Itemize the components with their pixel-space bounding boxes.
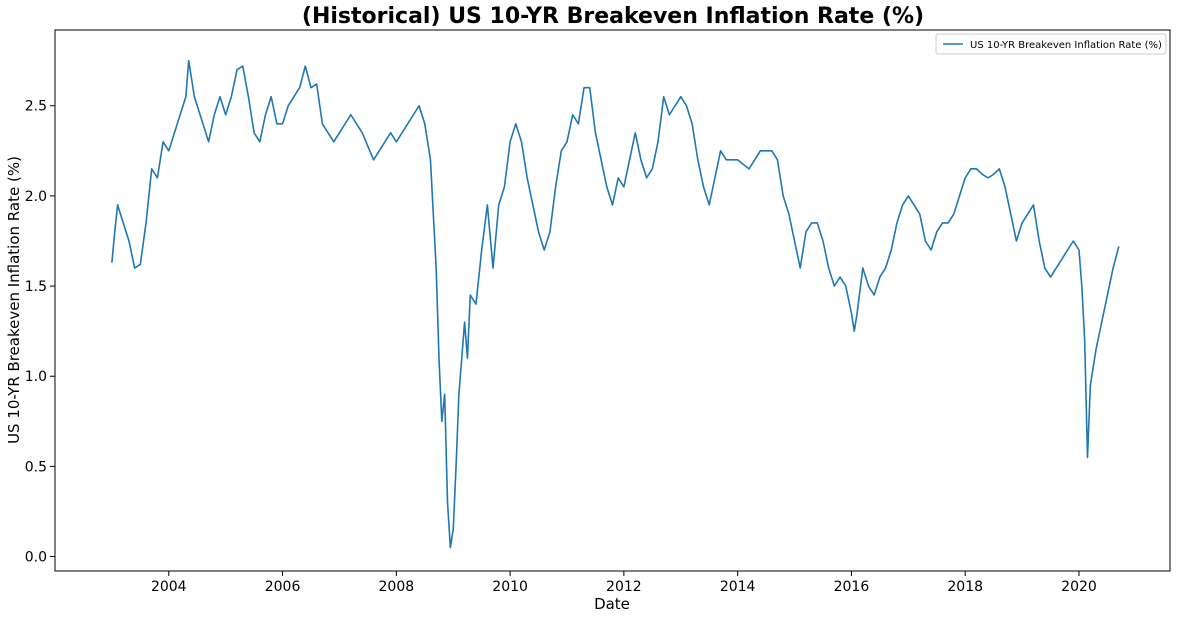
legend-box — [935, 33, 1167, 55]
y-tick-label: 0.5 — [25, 459, 47, 475]
y-axis-label: US 10-YR Breakeven Inflation Rate (%) — [5, 156, 23, 444]
y-tick-label: 2.0 — [25, 189, 47, 205]
x-tick-label: 2016 — [834, 579, 870, 595]
series-line-1 — [111, 59, 1120, 549]
x-tick-label: 2020 — [1061, 579, 1097, 595]
y-axis-ticks: 0.0 0.5 1.0 1.5 2.0 2.5 — [25, 99, 55, 566]
x-tick-label: 2006 — [265, 579, 301, 595]
plot-frame — [54, 29, 1171, 572]
x-tick-label: 2012 — [606, 579, 642, 595]
x-axis-ticks: 2004 2006 2008 2010 2012 2014 2016 2018 2020 — [151, 571, 1097, 595]
x-tick-label: 2004 — [151, 579, 187, 595]
x-tick-label: 2010 — [492, 579, 528, 595]
y-tick-label: 1.0 — [25, 369, 47, 385]
chart-title: (Historical) US 10-YR Breakeven Inflatio… — [302, 4, 924, 29]
legend: US 10-YR Breakeven Inflation Rate (%) — [935, 33, 1167, 55]
y-tick-label: 1.5 — [25, 279, 47, 295]
legend-label-series-1: US 10-YR Breakeven Inflation Rate (%) — [970, 40, 1162, 51]
y-tick-label: 2.5 — [25, 99, 47, 115]
x-tick-label: 2014 — [720, 579, 756, 595]
x-tick-label: 2008 — [379, 579, 415, 595]
x-axis-label: Date — [594, 595, 630, 613]
x-tick-label: 2018 — [947, 579, 983, 595]
plot-area — [54, 29, 1171, 572]
series-layer — [111, 59, 1120, 549]
y-tick-label: 0.0 — [25, 550, 47, 566]
